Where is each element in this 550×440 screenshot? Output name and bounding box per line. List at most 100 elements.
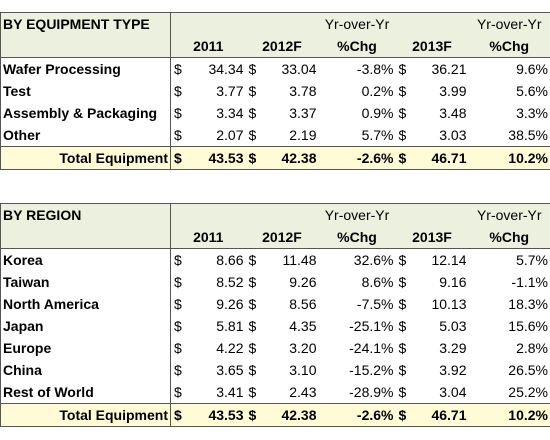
column-header: %Chg: [468, 226, 550, 249]
value: 3.41: [216, 384, 244, 400]
percent-change: 10.2%: [468, 146, 550, 170]
header-row: 2011 2012F %Chg 2013F %Chg: [0, 35, 550, 58]
percent-change: -7.5%: [356, 296, 394, 312]
currency: $: [395, 146, 409, 170]
header-row: BY REGION Yr-over-Yr Yr-over-Yr: [0, 203, 550, 226]
percent-change: 8.6%: [361, 274, 394, 290]
percent-change: 10.2%: [468, 403, 550, 427]
value: 2.43: [289, 384, 317, 400]
currency: $: [245, 146, 259, 170]
row-label: Other: [0, 124, 171, 147]
group-header: Yr-over-Yr: [318, 203, 396, 226]
currency: $: [248, 296, 257, 312]
value: 4.22: [216, 340, 244, 356]
row-label: North America: [0, 293, 171, 315]
data-row: Taiwan $8.52 $9.26 8.6% $9.16 -1.1%: [0, 271, 550, 293]
spacer: [395, 203, 469, 226]
row-label: Total Equipment: [0, 146, 171, 170]
currency: $: [248, 61, 257, 77]
data-row: Test $3.77 $3.78 0.2% $3.99 5.6%: [0, 80, 550, 102]
value: 3.77: [216, 83, 244, 99]
column-header: 2013F: [395, 226, 469, 249]
data-row: Rest of World $3.41 $2.43 -28.9% $3.04 25.2%: [0, 381, 550, 404]
group-header: Yr-over-Yr: [468, 12, 550, 35]
percent-change: 5.7%: [361, 127, 394, 143]
value: 3.29: [439, 340, 467, 356]
column-header: %Chg: [468, 35, 550, 58]
header-row: BY EQUIPMENT TYPE Yr-over-Yr Yr-over-Yr: [0, 12, 550, 35]
percent-change: -15.2%: [349, 362, 394, 378]
value: 42.38: [258, 403, 319, 427]
value: 3.65: [216, 362, 244, 378]
data-table: BY EQUIPMENT TYPE Yr-over-Yr Yr-over-Yr 201…: [0, 12, 550, 170]
total-row: Total Equipment $43.53 $42.38 -2.6% $46.71 10…: [0, 403, 550, 427]
percent-change: -25.1%: [349, 318, 394, 334]
currency: $: [398, 296, 407, 312]
currency: $: [398, 384, 407, 400]
value: 12.14: [431, 252, 467, 268]
row-label: Taiwan: [0, 271, 171, 293]
percent-change: 5.7%: [516, 252, 548, 268]
column-header: 2013F: [395, 35, 469, 58]
value: 3.04: [439, 384, 467, 400]
spacer: [0, 226, 171, 249]
percent-change: 5.6%: [516, 83, 548, 99]
currency: $: [174, 127, 182, 143]
row-label: Wafer Processing: [0, 57, 171, 80]
value: 9.16: [439, 274, 467, 290]
value: 34.34: [208, 61, 244, 77]
row-label: Europe: [0, 337, 171, 359]
percent-change: 26.5%: [508, 362, 548, 378]
row-label: Total Equipment: [0, 403, 171, 427]
value: 2.07: [216, 127, 244, 143]
currency: $: [174, 318, 182, 334]
value: 43.53: [185, 403, 246, 427]
column-header: %Chg: [318, 35, 396, 58]
percent-change: -1.1%: [511, 274, 548, 290]
percent-change: 18.3%: [508, 296, 548, 312]
value: 9.26: [289, 274, 317, 290]
currency: $: [174, 340, 182, 356]
currency: $: [174, 296, 182, 312]
percent-change: 15.6%: [508, 318, 548, 334]
value: 3.78: [289, 83, 317, 99]
currency: $: [248, 105, 257, 121]
group-header: Yr-over-Yr: [318, 12, 396, 35]
table-title: BY REGION: [0, 203, 171, 226]
table-title: BY EQUIPMENT TYPE: [0, 12, 171, 35]
percent-change: -2.6%: [318, 403, 396, 427]
percent-change: 0.2%: [361, 83, 394, 99]
data-row: Other $2.07 $2.19 5.7% $3.03 38.5%: [0, 124, 550, 147]
currency: $: [248, 252, 257, 268]
percent-change: 2.8%: [516, 340, 548, 356]
data-row: North America $9.26 $8.56 -7.5% $10.13 18.3%: [0, 293, 550, 315]
currency: $: [248, 127, 257, 143]
value: 11.48: [282, 252, 317, 268]
row-label: Assembly & Packaging: [0, 102, 171, 124]
spacer: [170, 203, 319, 226]
value: 3.10: [289, 362, 317, 378]
percent-change: -28.9%: [349, 384, 394, 400]
column-header: 2012F: [245, 226, 319, 249]
currency: $: [398, 105, 407, 121]
value: 3.92: [439, 362, 467, 378]
column-header: 2012F: [245, 35, 319, 58]
currency: $: [174, 105, 182, 121]
column-header: 2011: [170, 35, 246, 58]
data-row: China $3.65 $3.10 -15.2% $3.92 26.5%: [0, 359, 550, 381]
value: 10.13: [431, 296, 467, 312]
currency: $: [248, 83, 257, 99]
value: 5.81: [216, 318, 244, 334]
value: 3.48: [439, 105, 467, 121]
value: 46.71: [408, 146, 469, 170]
currency: $: [248, 340, 257, 356]
spacer: [0, 35, 171, 58]
value: 33.04: [281, 61, 317, 77]
row-label: Korea: [0, 248, 171, 271]
data-row: Wafer Processing $34.34 $33.04 -3.8% $36.21 9…: [0, 57, 550, 80]
currency: $: [174, 83, 182, 99]
column-header: 2011: [170, 226, 246, 249]
value: 8.52: [216, 274, 244, 290]
currency: $: [174, 384, 182, 400]
currency: $: [174, 362, 182, 378]
